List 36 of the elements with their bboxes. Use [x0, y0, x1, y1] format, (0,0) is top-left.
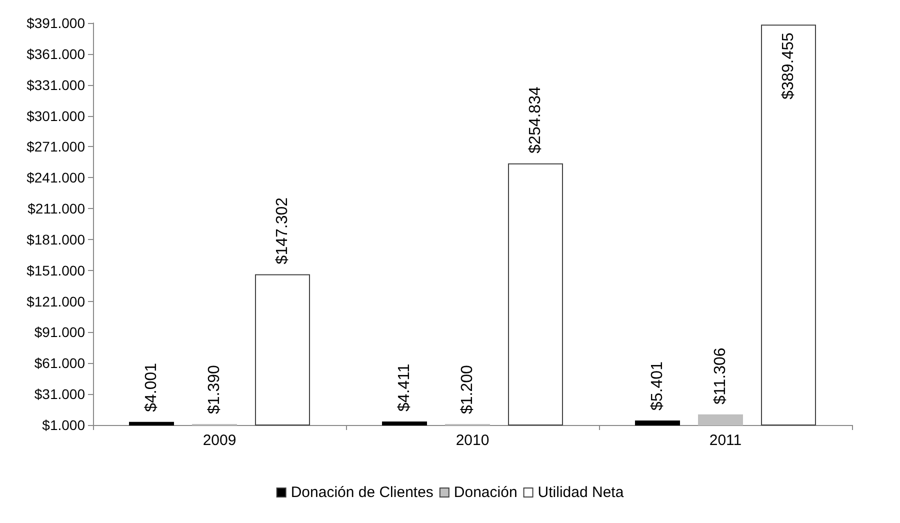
data-label: $1.200 — [459, 364, 476, 414]
x-tick-label: 2011 — [709, 432, 742, 449]
y-tick-label: $241.000 — [26, 170, 86, 186]
y-tick-label: $301.000 — [26, 108, 86, 124]
y-tick-label: $1.000 — [42, 417, 86, 433]
data-label: $254.834 — [527, 86, 544, 154]
bar — [698, 414, 743, 426]
y-tick-label: $121.000 — [26, 293, 86, 310]
y-tick-label: $91.000 — [34, 324, 86, 340]
data-label: $1.390 — [206, 364, 223, 414]
y-tick-label: $211.000 — [28, 200, 86, 217]
legend-label: Utilidad Neta — [538, 484, 624, 501]
y-tick-label: $331.000 — [26, 76, 86, 93]
bar — [635, 420, 680, 426]
y-tick-label: $391.000 — [26, 15, 86, 31]
bar — [129, 422, 174, 426]
y-tick-label: $61.000 — [34, 355, 86, 372]
y-tick-label: $271.000 — [26, 138, 86, 155]
data-label: $4.411 — [396, 364, 413, 412]
data-label: $389.455 — [780, 32, 797, 100]
data-label: $5.401 — [649, 361, 666, 410]
x-tick-label: 2009 — [202, 432, 236, 449]
y-tick-label: $361.000 — [26, 46, 86, 62]
bar — [382, 421, 427, 426]
legend-label: Donación — [454, 484, 518, 501]
bar — [508, 163, 563, 426]
y-tick-label: $151.000 — [26, 262, 86, 278]
bar — [255, 274, 310, 426]
data-label: $4.001 — [143, 362, 160, 412]
y-tick-label: $31.000 — [34, 386, 86, 402]
bar — [761, 24, 816, 426]
data-label: $11.306 — [712, 348, 729, 404]
y-tick-label: $181.000 — [26, 231, 86, 248]
legend-label: Donación de Clientes — [290, 484, 434, 501]
data-label: $147.302 — [274, 197, 291, 264]
x-tick-label: 2010 — [456, 432, 490, 449]
